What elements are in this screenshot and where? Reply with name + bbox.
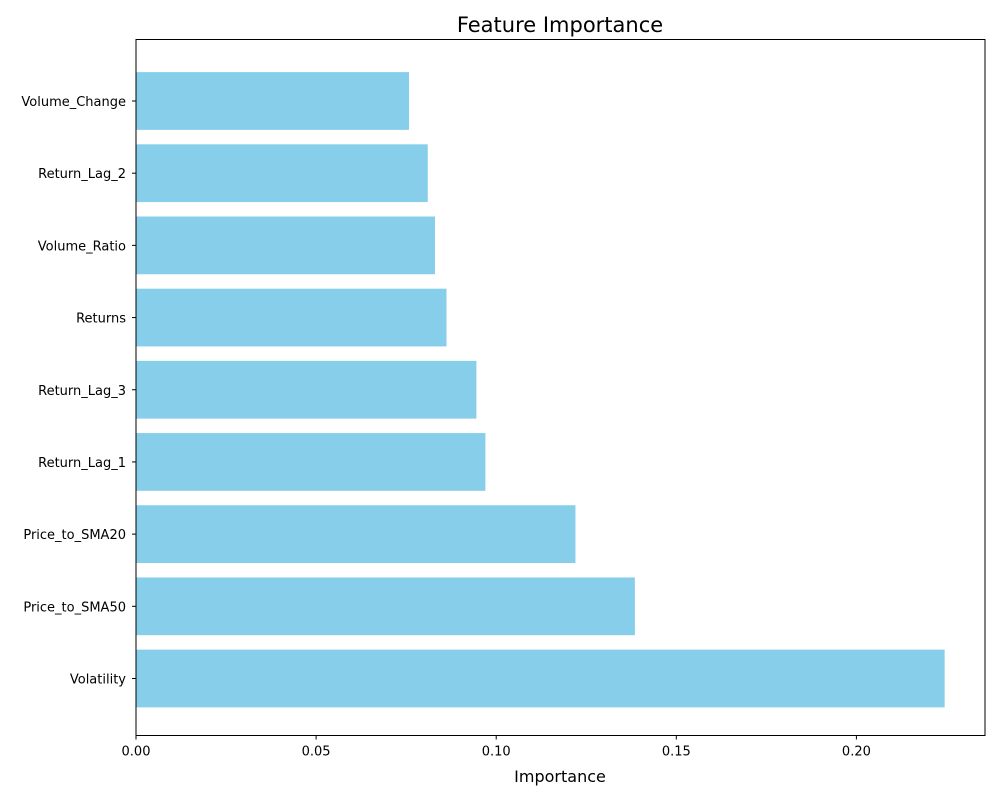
bar-return-lag-3 — [136, 360, 477, 419]
bar-price-to-sma20 — [136, 505, 576, 563]
bar-returns — [136, 288, 447, 347]
chart-title: Feature Importance — [457, 13, 663, 37]
x-axis-label: Importance — [514, 767, 606, 786]
y-tick-label-volume-ratio: Volume_Ratio — [38, 239, 126, 254]
y-tick-label-return-lag-1: Return_Lag_1 — [38, 456, 126, 471]
y-tick-label-price-to-sma20: Price_to_SMA20 — [23, 528, 126, 543]
y-tick-label-return-lag-3: Return_Lag_3 — [38, 384, 126, 399]
y-tick-label-price-to-sma50: Price_to_SMA50 — [23, 600, 126, 615]
bar-volume-ratio — [136, 216, 435, 275]
bar-volatility — [136, 649, 945, 708]
x-tick-label-4: 0.20 — [842, 745, 871, 760]
x-tick-label-3: 0.15 — [662, 745, 691, 760]
bars-group — [136, 72, 945, 708]
bar-volume-change — [136, 72, 410, 130]
bar-return-lag-2 — [136, 144, 428, 203]
y-tick-label-volume-change: Volume_Change — [21, 95, 126, 110]
y-tick-label-returns: Returns — [76, 312, 126, 327]
bar-price-to-sma50 — [136, 577, 635, 636]
x-tick-label-2: 0.10 — [482, 745, 511, 760]
y-tick-label-volatility: Volatility — [70, 673, 126, 688]
bar-return-lag-1 — [136, 433, 486, 491]
x-axis: 0.00 0.05 0.10 0.15 0.20 — [122, 735, 871, 760]
y-axis: Volatility Price_to_SMA50 Price_to_SMA20 Re… — [21, 95, 136, 688]
plot-frame — [135, 39, 986, 736]
y-tick-label-return-lag-2: Return_Lag_2 — [38, 167, 126, 182]
x-tick-label-0: 0.00 — [122, 745, 151, 760]
x-tick-label-1: 0.05 — [302, 745, 331, 760]
